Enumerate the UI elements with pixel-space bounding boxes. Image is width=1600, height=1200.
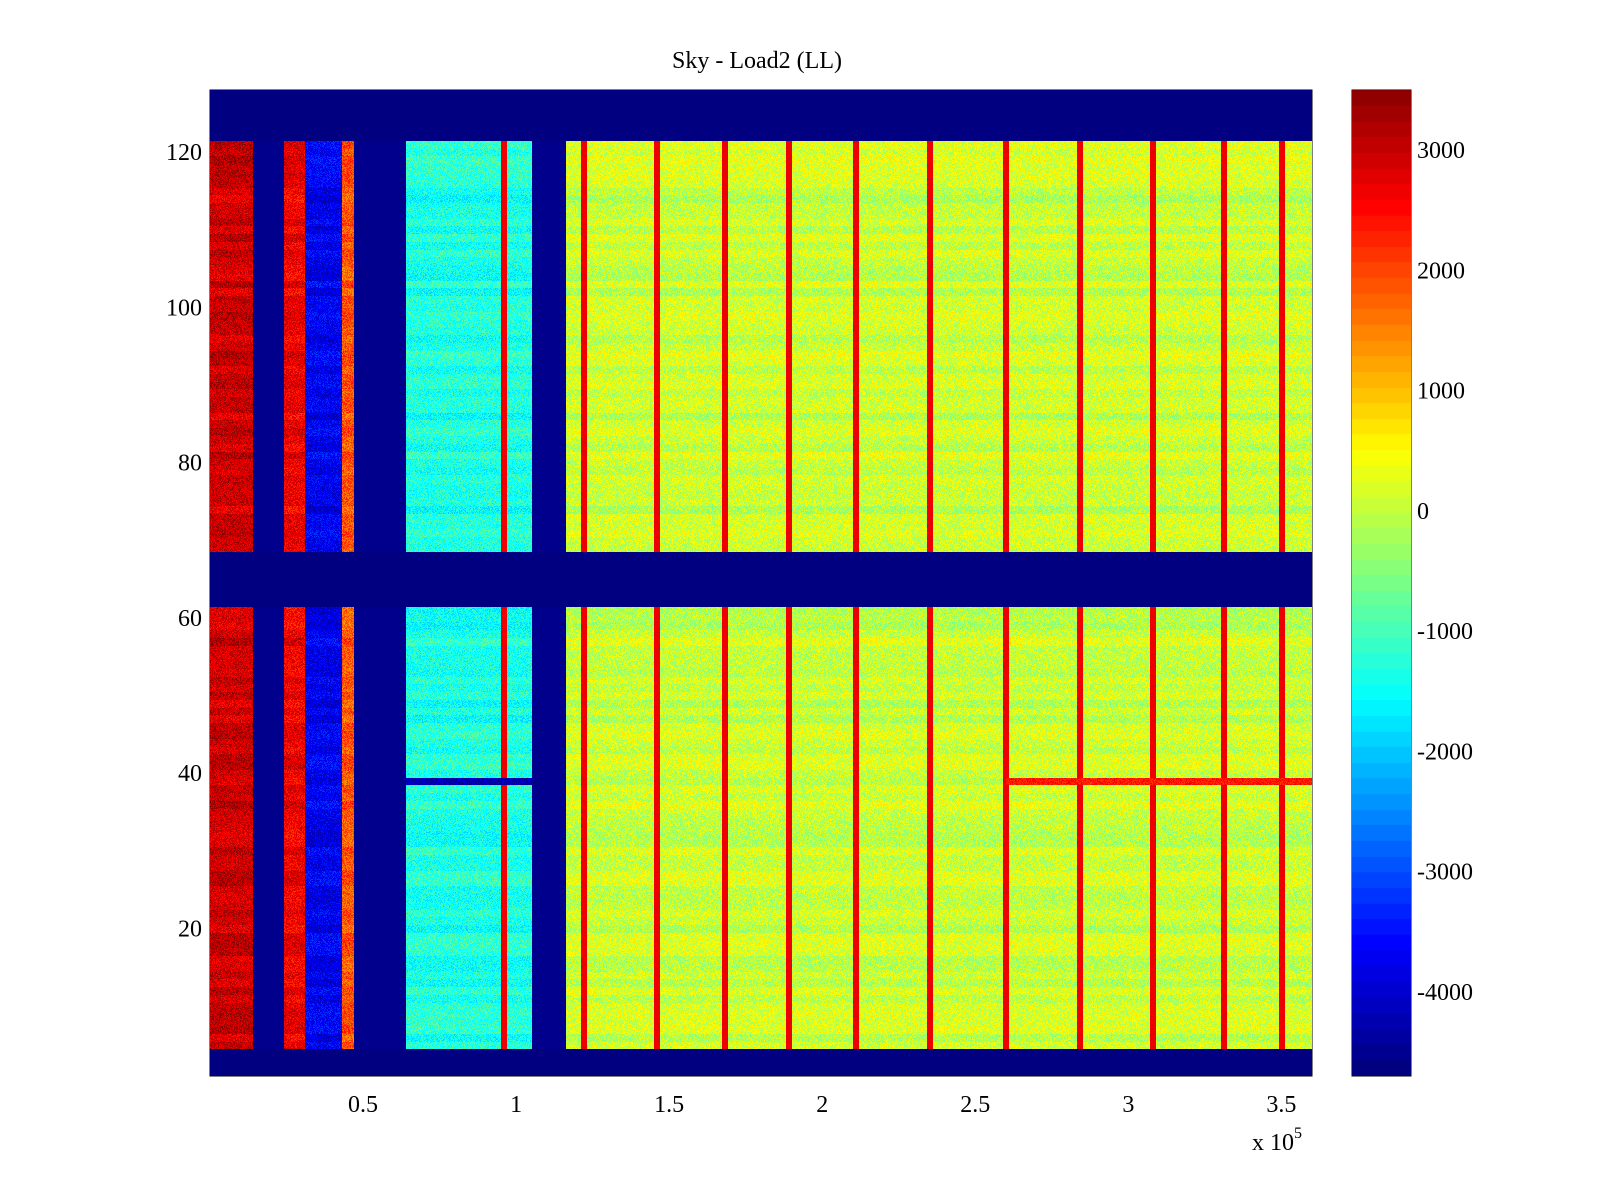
x-multiplier-label: x 105 (1252, 1125, 1302, 1156)
colorbar-axis: 3000 2000 1000 0 -1000 -2000 -3000 -4000 (1352, 138, 1473, 1006)
x-tick-label: 3 (1122, 1092, 1134, 1118)
colorbar-tick-label: -1000 (1417, 619, 1473, 645)
y-tick-label: 60 (178, 606, 202, 632)
x-multiplier-base: x 10 (1252, 1130, 1294, 1156)
y-tick-label: 100 (166, 295, 202, 321)
colorbar-tick-label: -2000 (1417, 739, 1473, 765)
x-multiplier-exponent: 5 (1294, 1125, 1302, 1142)
x-tick-label: 0.5 (348, 1092, 378, 1118)
colorbar-tick-label: 1000 (1417, 379, 1465, 405)
y-tick-label: 20 (178, 916, 202, 942)
y-axis: 20 40 60 80 100 120 (166, 140, 1312, 942)
x-tick-label: 1 (510, 1092, 522, 1118)
y-tick-label: 80 (178, 451, 202, 477)
x-tick-label: 2.5 (960, 1092, 990, 1118)
heatmap-image (210, 90, 1312, 1076)
y-tick-label: 40 (178, 761, 202, 787)
colorbar-tick-label: 0 (1417, 499, 1429, 525)
x-tick-label: 1.5 (654, 1092, 684, 1118)
y-tick-label: 120 (166, 140, 202, 166)
colorbar-tick-label: -4000 (1417, 980, 1473, 1006)
colorbar-image (1352, 90, 1411, 1076)
x-tick-label: 2 (816, 1092, 828, 1118)
chart-title: Sky - Load2 (LL) (672, 48, 842, 74)
colorbar-tick-label: 2000 (1417, 258, 1465, 284)
x-tick-label: 3.5 (1266, 1092, 1296, 1118)
colorbar-tick-label: 3000 (1417, 138, 1465, 164)
colorbar-tick-label: -3000 (1417, 860, 1473, 886)
